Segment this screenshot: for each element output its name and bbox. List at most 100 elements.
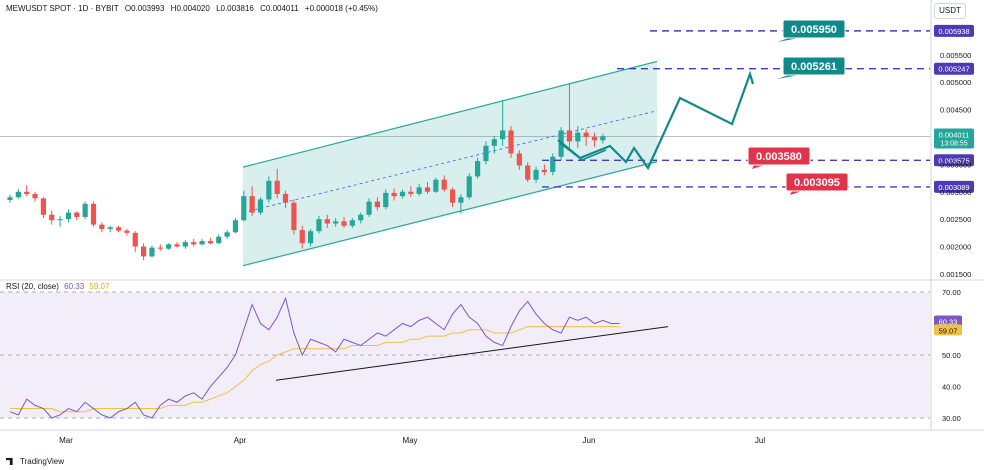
candle-body	[282, 193, 289, 203]
candle-body	[533, 169, 539, 180]
candle-body	[99, 224, 105, 229]
level-axis-tag	[934, 62, 974, 75]
time-tick-label: Apr	[234, 436, 247, 445]
rsi-header: RSI (20, close) 60.33 59.07	[6, 282, 109, 291]
brand-name: TradingView	[20, 457, 65, 466]
candle-body	[257, 199, 264, 213]
candle-body	[124, 230, 130, 233]
rsi-ma-text: 59.07	[939, 326, 958, 335]
candle-body	[575, 132, 581, 142]
callout-pointer	[777, 38, 799, 42]
candle-body	[90, 203, 97, 225]
rsi-tick-label: 40.00	[942, 383, 961, 392]
level-callout-text: 0.005950	[791, 24, 837, 36]
candle-body	[7, 197, 13, 200]
candle-body	[483, 145, 489, 162]
rsi-label[interactable]: RSI (20, close)	[6, 282, 59, 291]
horizontal-levels: 0.005950 0.005261 0.003580 0.003095	[542, 19, 930, 195]
rsi-pane	[0, 291, 930, 419]
candle-body	[141, 246, 147, 257]
symbol-header: MEWUSDT SPOT · 1D · BYBIT O0.003993 H0.0…	[6, 4, 382, 13]
candle-body	[508, 130, 514, 154]
candle-body	[383, 192, 389, 208]
tradingview-logo[interactable]: TradingView	[6, 457, 64, 466]
candle-body	[600, 136, 606, 141]
candle-body	[541, 169, 547, 173]
level-callout-text: 0.005261	[791, 61, 837, 73]
callout-pointer	[790, 191, 802, 195]
candle-body	[15, 191, 21, 198]
candle-body	[216, 236, 222, 244]
tradingview-icon	[6, 458, 13, 465]
candle-body	[274, 180, 280, 194]
ascending-channel	[242, 60, 658, 267]
level-callout	[782, 19, 846, 39]
candle-body	[550, 156, 556, 173]
candle-body	[65, 212, 72, 220]
price-tick-label: 0.003500	[940, 160, 971, 169]
candle-body	[182, 242, 188, 247]
candle-body	[32, 193, 38, 199]
candle-body	[491, 139, 497, 146]
candle-body	[132, 232, 138, 247]
candle-body	[441, 179, 447, 190]
time-tick-label: Jul	[755, 436, 765, 445]
change-value: +0.000018 (+0.45%)	[304, 4, 378, 13]
candle-body	[583, 132, 589, 137]
rsi-ma-tag	[934, 324, 962, 336]
candle-body	[191, 242, 197, 245]
rsi-tick-label: 30.00	[942, 414, 961, 423]
candle-body	[433, 179, 439, 192]
low-value: L0.003816	[216, 4, 254, 13]
open-value: O0.003993	[124, 4, 165, 13]
candle-body	[308, 231, 314, 244]
candle-body	[349, 220, 355, 226]
callout-pointer	[777, 75, 799, 79]
candle-body	[57, 219, 63, 221]
countdown-text: 13:08:55	[940, 140, 967, 147]
candle-body	[475, 161, 481, 177]
candle-body	[424, 187, 431, 192]
candle-body	[291, 202, 297, 231]
level-axis-tag	[934, 154, 974, 167]
level-callout-text: 0.003095	[794, 177, 840, 189]
candle-body	[207, 241, 213, 244]
level-axis-text: 0.005938	[938, 27, 969, 36]
projected-minor	[559, 142, 607, 161]
current-price-text: 0.004011	[939, 130, 970, 139]
price-tick-label: 0.004500	[940, 106, 971, 115]
level-axis-tag	[934, 24, 974, 37]
symbol-name[interactable]: MEWUSDT SPOT · 1D · BYBIT	[6, 4, 119, 13]
price-tick-label: 0.005000	[940, 78, 971, 87]
candle-body	[566, 130, 573, 142]
candle-body	[466, 176, 472, 198]
currency-button[interactable]: USDT	[934, 3, 966, 19]
candle-body	[366, 201, 372, 215]
candle-body	[241, 196, 247, 221]
candle-body	[166, 244, 172, 249]
rsi-trendline	[275, 326, 669, 381]
level-callout	[747, 146, 811, 166]
candle-body	[149, 247, 155, 257]
candle-body	[49, 214, 55, 221]
rsi-ma-line	[10, 326, 620, 413]
rsi-value-tag	[934, 315, 962, 327]
price-tick-label: 0.002500	[940, 215, 971, 224]
candle-body	[324, 219, 330, 224]
candle-body	[525, 165, 531, 180]
candle-body	[316, 219, 322, 232]
price-tick-label: 0.005500	[940, 51, 971, 60]
candle-body	[157, 247, 163, 249]
candle-body	[224, 232, 230, 237]
candle-body	[174, 244, 180, 247]
close-value: C0.004011	[260, 4, 299, 13]
rsi-value-text: 60.33	[939, 317, 958, 326]
candle-body	[449, 189, 456, 203]
price-tick-label: 0.003000	[940, 188, 971, 197]
time-tick-label: Mar	[59, 436, 73, 445]
candle-body	[391, 192, 397, 197]
rsi-tick-label: 70.00	[942, 288, 961, 297]
candle-body	[358, 214, 364, 221]
candle-body	[500, 130, 506, 140]
